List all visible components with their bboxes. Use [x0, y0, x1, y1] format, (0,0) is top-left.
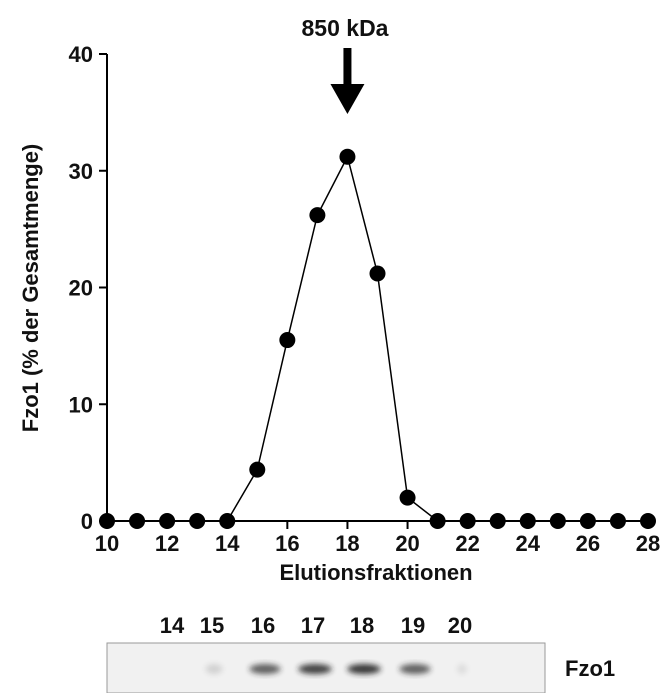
- data-point: [279, 332, 296, 349]
- x-tick-label: 22: [455, 531, 479, 556]
- x-tick-label: 10: [95, 531, 119, 556]
- data-point: [99, 513, 115, 529]
- data-point: [219, 513, 236, 529]
- data-point: [129, 513, 146, 529]
- y-tick-label: 40: [69, 42, 93, 67]
- lane-label: 18: [350, 613, 374, 638]
- x-tick-label: 28: [636, 531, 660, 556]
- data-point: [459, 513, 476, 529]
- x-axis-label: Elutionsfraktionen: [279, 560, 472, 585]
- blot-band: [298, 664, 332, 674]
- blot-band: [249, 664, 281, 674]
- annotation: 850 kDa: [302, 15, 389, 41]
- data-point: [489, 513, 506, 529]
- y-tick-label: 20: [69, 276, 93, 301]
- data-point: [549, 513, 566, 529]
- x-tick-label: 20: [395, 531, 419, 556]
- data-point: [309, 207, 326, 224]
- data-point: [429, 513, 446, 529]
- lane-label: 15: [200, 613, 224, 638]
- blot-band: [457, 664, 467, 674]
- data-point: [189, 513, 206, 529]
- y-axis-label: Fzo1 (% der Gesamtmenge): [18, 144, 43, 433]
- blot-label: Fzo1: [565, 656, 615, 681]
- data-point: [369, 265, 386, 282]
- lane-label: 17: [301, 613, 325, 638]
- x-tick-label: 16: [275, 531, 299, 556]
- data-point: [609, 513, 626, 529]
- x-tick-label: 12: [155, 531, 179, 556]
- data-line: [107, 154, 648, 522]
- lane-label: 19: [401, 613, 425, 638]
- blot-band: [205, 664, 223, 674]
- blot-band: [399, 664, 431, 674]
- data-point: [519, 513, 536, 529]
- x-tick-label: 14: [215, 531, 240, 556]
- y-tick-label: 30: [69, 159, 93, 184]
- data-point: [399, 489, 416, 506]
- data-point: [579, 513, 596, 529]
- data-point: [159, 513, 176, 529]
- lane-label: 14: [160, 613, 185, 638]
- x-tick-label: 26: [576, 531, 600, 556]
- lane-label: 16: [251, 613, 275, 638]
- lane-label: 20: [448, 613, 472, 638]
- y-tick-label: 10: [69, 392, 93, 417]
- x-tick-label: 18: [335, 531, 359, 556]
- y-tick-label: 0: [81, 509, 93, 534]
- blot-band: [347, 664, 381, 674]
- data-point: [249, 461, 266, 478]
- data-point: [339, 148, 356, 165]
- x-tick-label: 24: [516, 531, 541, 556]
- data-point: [640, 513, 656, 529]
- annotation-arrow: [330, 48, 365, 114]
